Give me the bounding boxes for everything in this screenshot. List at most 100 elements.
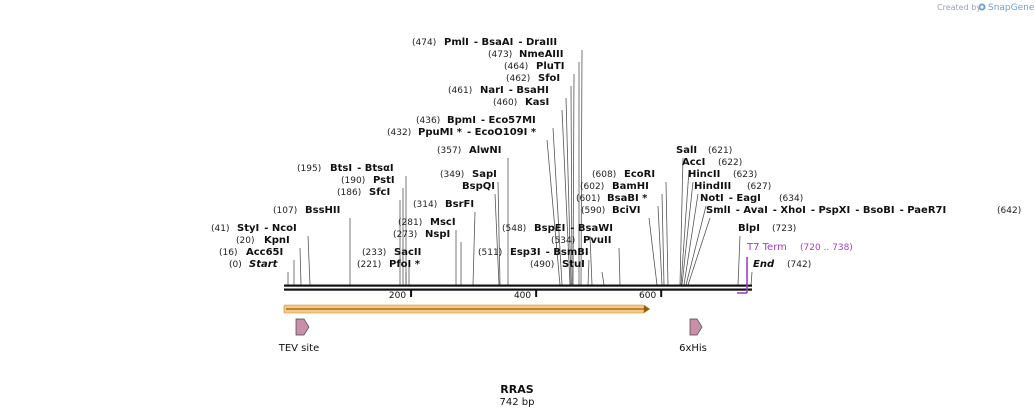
site-position: (221) [357, 260, 381, 270]
site-position: (461) [448, 86, 472, 96]
enzyme-name: Start [249, 259, 279, 270]
site-position: (474) [412, 38, 436, 48]
site-position: (233) [362, 248, 386, 258]
site-leader-line [665, 181, 669, 286]
site-position: (20) [236, 236, 254, 246]
watermark-label: Created by [937, 3, 981, 12]
enzyme-name: SfoI [538, 73, 560, 84]
enzyme-name: AlwNI [469, 145, 502, 156]
tev-site-feature [295, 318, 310, 336]
enzyme-name: HincII [688, 169, 720, 180]
site-leader-line [494, 193, 500, 286]
site-position: (742) [787, 260, 811, 270]
restriction-site-label: (548) BspEI - BsaWI [502, 223, 613, 234]
enzyme-name: HindIII [694, 181, 731, 192]
enzyme-name: BpmI [447, 115, 476, 126]
restriction-site-label: (221) PfoI * [357, 259, 421, 270]
enzyme-name: KpnI [264, 235, 290, 246]
orf-arrow [283, 304, 650, 314]
site-position: (464) [504, 62, 528, 72]
site-position: (473) [488, 50, 512, 60]
site-leader-line [561, 109, 571, 286]
enzyme-name: MscI [430, 217, 456, 228]
restriction-site-label: (461) NarI - BsaHI [448, 85, 549, 96]
site-leader-lines [287, 49, 753, 286]
enzyme-name: StuI [562, 259, 585, 270]
site-position: (601) [576, 194, 600, 204]
restriction-site-label: NotI - EagI (634) [700, 193, 803, 204]
site-position: (642) [997, 206, 1021, 216]
enzyme-name: NspI [425, 229, 450, 240]
ruler-ticks: 200 400 600 [389, 289, 663, 301]
restriction-site-label: HincII (623) [688, 169, 757, 180]
enzyme-name: SacII [394, 247, 421, 258]
site-leader-line [552, 127, 563, 286]
enzyme-name: PluTI [536, 61, 564, 72]
enzyme-name: BsaBI * [607, 193, 648, 204]
enzyme-name: BsrFI [445, 199, 474, 210]
his-tag-feature [689, 318, 703, 336]
snapgene-logo-icon [978, 3, 986, 11]
enzyme-name: - BsmBI [546, 247, 589, 258]
enzyme-name: PmlI [444, 37, 469, 48]
restriction-site-label: (601) BsaBI * [576, 193, 648, 204]
site-leader-line [580, 49, 583, 286]
restriction-site-label: End (742) [753, 259, 811, 270]
site-leader-line [572, 73, 575, 286]
site-leader-line [681, 181, 694, 286]
his-tag-label: 6xHis [679, 343, 707, 354]
site-leader-line [680, 169, 690, 286]
restriction-site-label: (186) SfcI [337, 187, 390, 198]
site-position: (190) [341, 176, 365, 186]
enzyme-name: - DraIII [518, 37, 557, 48]
enzyme-name: BspQI [462, 181, 495, 192]
site-position: (16) [219, 248, 237, 258]
site-position: (432) [387, 128, 411, 138]
site-position: (107) [273, 206, 297, 216]
site-position: (608) [592, 170, 616, 180]
enzyme-name: - BsoBI [855, 205, 894, 216]
tev-site-label: TEV site [278, 343, 320, 354]
enzyme-name: - EcoO109I * [467, 127, 537, 138]
site-position: (623) [733, 170, 757, 180]
enzyme-name: BtsI [330, 163, 352, 174]
enzyme-name: KasI [525, 97, 549, 108]
enzyme-name: - BsaWI [570, 223, 613, 234]
enzyme-name: End [753, 259, 775, 270]
site-leader-line [683, 193, 699, 286]
enzyme-name: SfcI [369, 187, 390, 198]
restriction-site-label: (20) KpnI [236, 235, 290, 246]
enzyme-name: StyI [237, 223, 259, 234]
site-leader-line [661, 193, 665, 286]
site-leader-line [618, 247, 621, 286]
enzyme-name: SalI [676, 145, 697, 156]
enzyme-name: BamHI [612, 181, 649, 192]
site-leader-line [472, 211, 476, 286]
site-position: (534) [551, 236, 575, 246]
site-leader-line [679, 157, 684, 286]
site-position: (511) [478, 248, 502, 258]
restriction-site-label: (190) PstI [341, 175, 395, 186]
map-title: RRAS [500, 383, 533, 396]
enzyme-name: NotI [700, 193, 724, 204]
enzyme-name: BciVI [612, 205, 640, 216]
restriction-site-label: (0) Start [229, 259, 279, 270]
enzyme-name: - BsaHI [509, 85, 549, 96]
restriction-site-label: SmlI - AvaI - XhoI - PspXI - BsoBI - PaeR7I (6… [706, 205, 1021, 216]
restriction-site-label: AccI (622) [682, 157, 742, 168]
site-labels: (474) PmlI - BsaAI - DraIII(473) NmeAIII(464… [211, 37, 1021, 270]
site-leader-line [589, 235, 593, 286]
site-leader-line [687, 217, 711, 286]
site-position: (349) [440, 170, 464, 180]
restriction-site-label: (590) BciVI [581, 205, 640, 216]
site-leader-line [601, 271, 605, 286]
site-position: (627) [747, 182, 771, 192]
enzyme-name: BspEI [534, 223, 565, 234]
restriction-site-label: (534) PvuII [551, 235, 611, 246]
restriction-site-label: (41) StyI - NcoI [211, 223, 297, 234]
site-position: (281) [398, 218, 422, 228]
site-leader-line [685, 205, 707, 286]
restriction-site-label: (107) BssHII [273, 205, 340, 216]
site-position: (436) [416, 116, 440, 126]
site-leader-line [648, 217, 658, 286]
